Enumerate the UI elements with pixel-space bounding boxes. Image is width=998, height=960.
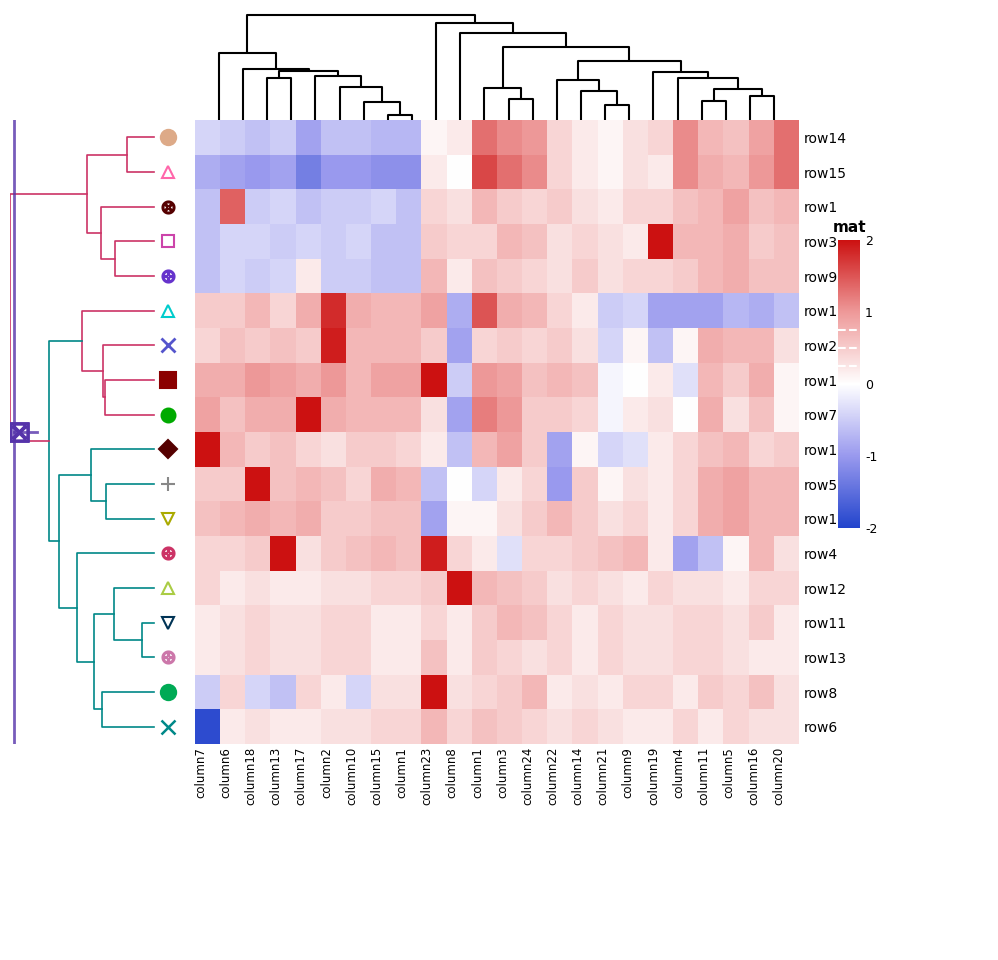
Title: mat: mat <box>832 220 866 234</box>
